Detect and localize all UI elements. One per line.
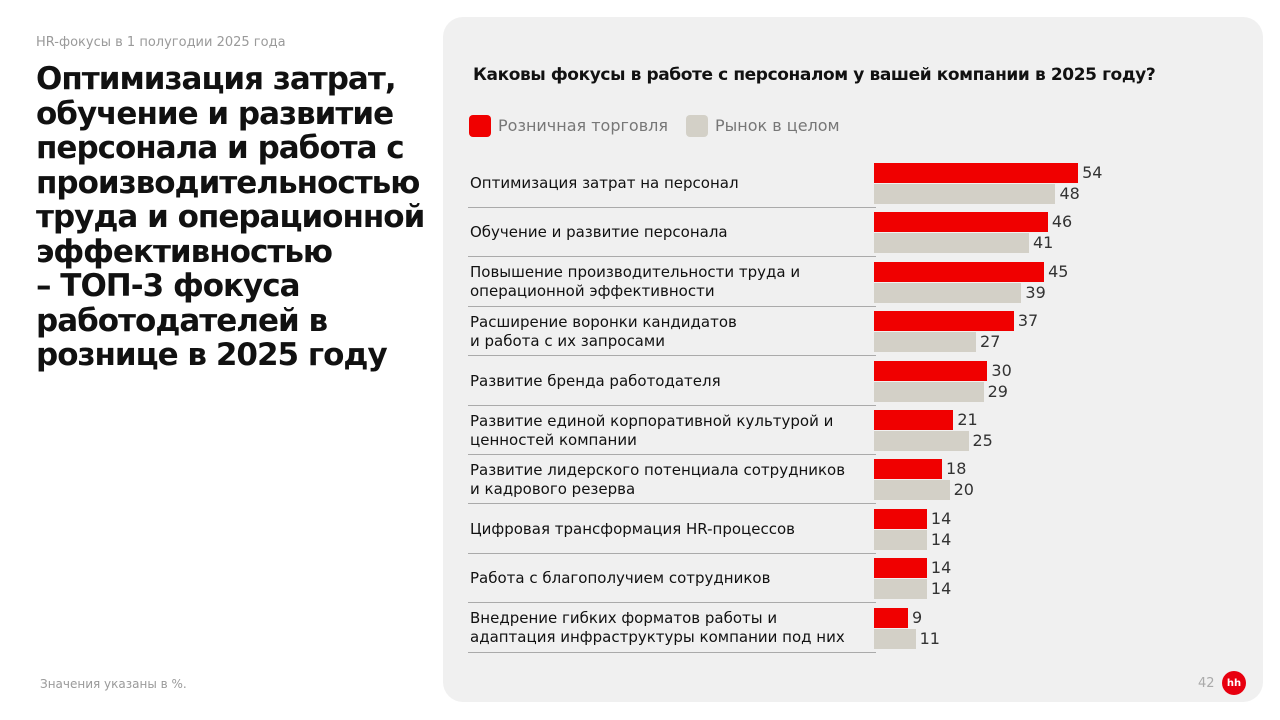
category-label: Обучение и развитие персонала [470, 223, 728, 242]
category-label: Внедрение гибких форматов работы и адапт… [470, 609, 845, 647]
value-label: 18 [946, 459, 967, 479]
value-label: 21 [957, 410, 978, 429]
bar [874, 579, 927, 600]
value-label: 48 [1059, 184, 1080, 203]
headline-line: работодателей в [36, 302, 328, 339]
row-separator [468, 404, 876, 406]
bar [874, 558, 927, 579]
bar [874, 311, 1014, 332]
legend-label: Розничная торговля [498, 116, 668, 135]
bar [874, 233, 1029, 254]
chart-title: Каковы фокусы в работе с персоналом у ва… [473, 65, 1156, 85]
bar [874, 480, 950, 501]
value-label: 46 [1051, 212, 1073, 232]
row-separator [468, 503, 876, 505]
headline-line: персонала и работа с [36, 130, 405, 166]
bar [874, 410, 954, 430]
category-label: Работа с благополучием сотрудников [470, 569, 771, 588]
category-label: Развитие бренда работодателя [470, 371, 721, 390]
row-separator [468, 552, 876, 554]
bar [874, 508, 927, 529]
bar [874, 431, 969, 451]
value-label: 41 [1032, 233, 1054, 253]
value-label: 29 [987, 381, 1008, 401]
row-separator [468, 454, 876, 455]
bar [874, 184, 1056, 204]
value-label: 14 [930, 529, 952, 549]
value-label: 37 [1017, 311, 1039, 331]
category-label: Цифровая трансформация HR-процессов [470, 519, 795, 538]
bar [874, 332, 977, 353]
row-separator [468, 305, 876, 307]
legend-swatch [469, 115, 491, 137]
value-label: 30 [991, 360, 1012, 380]
value-label: 14 [930, 558, 952, 578]
row-separator [468, 256, 876, 258]
bar [874, 381, 984, 402]
chart-panel [443, 17, 1263, 702]
headline-line: – ТОП-3 фокуса [36, 268, 301, 304]
headline-line: рознице в 2025 году [36, 337, 388, 373]
value-label: 25 [972, 431, 993, 450]
headline-line: эффективностью [36, 233, 333, 270]
value-label: 9 [912, 607, 923, 627]
row-separator [468, 207, 876, 208]
row-separator [468, 602, 876, 604]
footnote: Значения указаны в %. [40, 677, 187, 691]
legend-swatch [686, 115, 708, 137]
value-label: 14 [930, 508, 952, 528]
headline-line: труда и операционной [36, 199, 425, 235]
headline-line: производительностью [36, 164, 420, 201]
bar [874, 282, 1022, 303]
category-label: Расширение воронки кандидатов и работа с… [470, 312, 737, 350]
bar [874, 459, 943, 480]
bar [874, 212, 1048, 233]
value-label: 39 [1025, 282, 1046, 302]
value-label: 20 [953, 480, 974, 500]
subtitle: HR-фокусы в 1 полугодии 2025 года [36, 35, 286, 50]
category-label: Развитие лидерского потенциала сотрудник… [470, 460, 846, 498]
category-label: Оптимизация затрат на персонал [470, 174, 739, 192]
bar [874, 163, 1079, 183]
headline-line: Оптимизация затрат, [36, 61, 397, 97]
value-label: 45 [1048, 261, 1069, 281]
logo: hh [1222, 671, 1246, 695]
value-label: 54 [1082, 163, 1103, 182]
bar [874, 529, 927, 550]
page-number: 42 [1198, 676, 1215, 691]
category-label: Развитие единой корпоративной культурой … [470, 411, 834, 449]
row-separator [468, 651, 876, 653]
headline: Оптимизация затрат, обучение и развитие пе… [36, 61, 425, 373]
bar [874, 261, 1045, 282]
value-label: 27 [980, 332, 1001, 352]
value-label: 14 [930, 579, 952, 599]
legend-label: Рынок в целом [715, 116, 840, 135]
category-label: Повышение производительности труда и опе… [470, 263, 801, 301]
headline-line: обучение и развитие [36, 95, 394, 132]
row-separator [468, 355, 876, 357]
bar [874, 628, 916, 649]
bar [874, 607, 909, 628]
bar [874, 360, 988, 381]
value-label: 11 [919, 628, 940, 648]
